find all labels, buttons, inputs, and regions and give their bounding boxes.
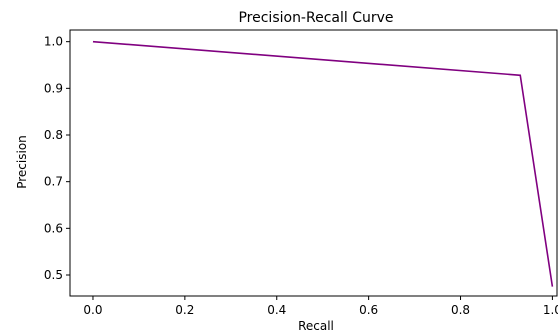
series-layer <box>92 40 554 287</box>
y-tick-label: 0.7 <box>44 175 63 189</box>
x-axis-label: Recall <box>298 319 334 333</box>
x-tick-label: 0.0 <box>83 303 102 317</box>
x-axis: 0.0 0.2 0.4 0.6 0.8 1.0 <box>83 296 558 317</box>
x-tick-label: 0.4 <box>267 303 286 317</box>
y-tick-label: 0.5 <box>44 268 63 282</box>
y-axis: 0.5 0.6 0.7 0.8 0.9 1.0 <box>44 35 70 282</box>
y-axis-label: Precision <box>15 135 29 189</box>
plot-frame <box>69 29 558 297</box>
x-tick-label: 0.2 <box>175 303 194 317</box>
x-tick-label: 0.8 <box>451 303 470 317</box>
y-tick-label: 0.8 <box>44 128 63 142</box>
y-tick-label: 1.0 <box>44 35 63 49</box>
y-tick-label: 0.6 <box>44 221 63 235</box>
precision-recall-line <box>92 40 554 287</box>
y-tick-label: 0.9 <box>44 81 63 95</box>
plot-area: 0.0 0.2 0.4 0.6 0.8 1.0 0.5 0.6 0.7 0.8 0.9 1.0 <box>44 29 558 317</box>
x-tick-label: 0.6 <box>359 303 378 317</box>
x-tick-label: 1.0 <box>543 303 558 317</box>
chart-title: Precision-Recall Curve <box>238 10 393 26</box>
